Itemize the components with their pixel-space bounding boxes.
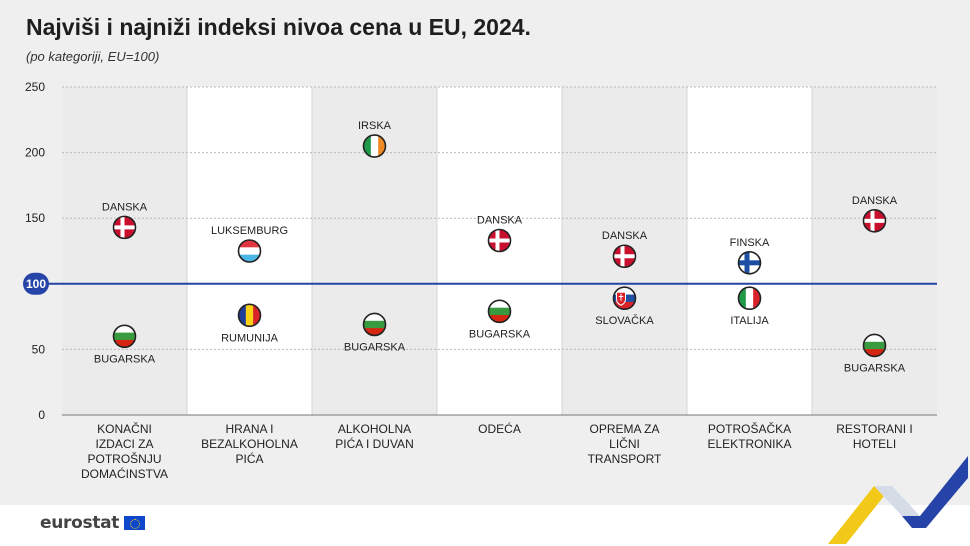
chart-title: Najviši i najniži indeksi nivoa cena u E… bbox=[26, 14, 531, 40]
finland-flag-icon bbox=[737, 251, 762, 275]
high-country-label: DANSKA bbox=[477, 215, 523, 227]
x-category-label: DOMAĆINSTVA bbox=[81, 466, 168, 481]
bulgaria-flag-icon bbox=[362, 312, 387, 337]
reference-label: 100 bbox=[26, 277, 46, 291]
y-tick-label: 0 bbox=[38, 408, 45, 422]
x-category-label: POTROŠNJU bbox=[87, 451, 161, 466]
category-band bbox=[687, 87, 812, 415]
x-category-label: RESTORANI I bbox=[836, 422, 912, 436]
bulgaria-flag-icon bbox=[487, 299, 512, 324]
x-category-label: ELEKTRONIKA bbox=[707, 437, 791, 451]
luxembourg-flag-icon bbox=[237, 239, 262, 263]
x-category-label: BEZALKOHOLNA bbox=[201, 437, 298, 451]
y-tick-label: 200 bbox=[25, 146, 45, 160]
x-category-label: LIČNI bbox=[609, 436, 640, 451]
eu-flag-icon bbox=[124, 516, 145, 530]
bulgaria-flag-icon bbox=[112, 324, 137, 349]
low-country-label: BUGARSKA bbox=[344, 341, 406, 353]
x-category-label: HOTELI bbox=[853, 437, 896, 451]
y-tick-label: 50 bbox=[32, 342, 46, 356]
high-country-label: FINSKA bbox=[730, 237, 770, 249]
decorative-chevron bbox=[828, 456, 968, 544]
denmark-flag-icon bbox=[612, 244, 637, 269]
italy-flag-icon bbox=[737, 286, 762, 311]
low-country-label: RUMUNIJA bbox=[221, 332, 278, 344]
low-country-label: BUGARSKA bbox=[469, 328, 531, 340]
x-category-label: ALKOHOLNA bbox=[338, 422, 411, 436]
footer-bar bbox=[0, 505, 970, 546]
slovakia-flag-icon bbox=[612, 286, 637, 311]
high-country-label: DANSKA bbox=[102, 201, 148, 213]
x-category-label: PIĆA I DUVAN bbox=[335, 436, 413, 451]
denmark-flag-icon bbox=[487, 228, 512, 253]
high-country-label: LUKSEMBURG bbox=[211, 225, 288, 237]
x-category-label: TRANSPORT bbox=[588, 452, 662, 466]
ireland-flag-icon bbox=[362, 134, 387, 158]
price-level-chart: 0 50 150 200 250 100 DANSKA BUGARSKA LUKSEMBUR… bbox=[23, 80, 937, 481]
high-country-label: IRSKA bbox=[358, 120, 392, 132]
x-category-label: HRANA I bbox=[225, 422, 273, 436]
x-category-label: PIĆA bbox=[235, 451, 263, 466]
x-category-label: ODEĆA bbox=[478, 421, 521, 436]
category-band bbox=[62, 87, 187, 415]
category-band bbox=[812, 87, 937, 415]
x-category-label: KONAČNI bbox=[97, 421, 152, 436]
denmark-flag-icon bbox=[112, 215, 137, 240]
x-category-label: POTROŠAČKA bbox=[708, 421, 791, 436]
low-country-label: ITALIJA bbox=[730, 315, 769, 327]
eurostat-logo: eurostat bbox=[40, 513, 120, 533]
high-country-label: DANSKA bbox=[852, 195, 898, 207]
low-country-label: BUGARSKA bbox=[844, 362, 906, 374]
romania-flag-icon bbox=[237, 303, 262, 328]
bulgaria-flag-icon bbox=[862, 333, 887, 358]
low-country-label: SLOVAČKA bbox=[595, 314, 654, 327]
reference-badge bbox=[23, 272, 49, 295]
x-category-label: IZDACI ZA bbox=[95, 437, 153, 451]
chart-subtitle: (po kategoriji, EU=100) bbox=[26, 49, 160, 64]
y-tick-label: 250 bbox=[25, 80, 45, 94]
denmark-flag-icon bbox=[862, 209, 887, 233]
x-category-label: OPREMA ZA bbox=[589, 422, 659, 436]
low-country-label: BUGARSKA bbox=[94, 353, 156, 365]
high-country-label: DANSKA bbox=[602, 230, 648, 242]
y-tick-label: 150 bbox=[25, 211, 45, 225]
